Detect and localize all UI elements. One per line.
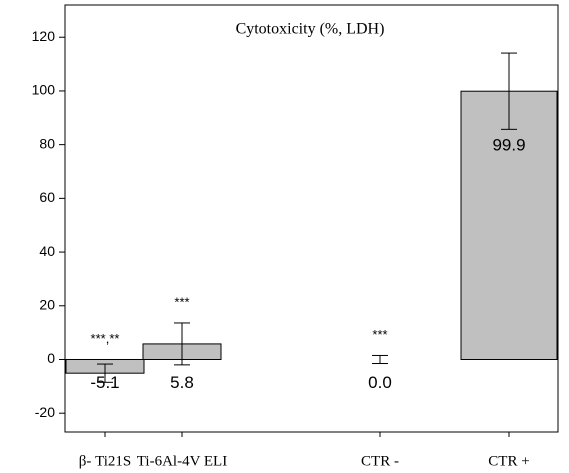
plot-frame: [64, 4, 559, 433]
y-tick-label: 100: [32, 82, 56, 98]
y-tick-label: -20: [35, 404, 55, 420]
x-tick-label: Ti-6Al-4V ELI: [137, 453, 227, 469]
y-tick-label: 60: [39, 189, 55, 205]
x-tick-label: β- Ti21S: [79, 453, 132, 469]
error-bar: [174, 322, 190, 366]
y-tick-label: 80: [39, 135, 55, 151]
annotation: ***: [372, 327, 387, 342]
annotation: ***,**: [91, 331, 120, 346]
error-bar: [97, 363, 113, 383]
y-tick-label: 0: [47, 350, 55, 366]
y-tick-label: 40: [39, 243, 55, 259]
bar: [460, 90, 558, 360]
value-label: -5.1: [90, 373, 119, 392]
annotation: ***: [174, 294, 189, 309]
error-bar: [372, 354, 388, 365]
chart-title: Cytotoxicity (%, LDH): [236, 21, 385, 38]
value-label: 5.8: [170, 373, 194, 392]
x-tick-label: CTR -: [361, 453, 399, 469]
y-tick-label: 20: [39, 296, 55, 312]
y-tick-label: 120: [32, 28, 56, 44]
error-bar: [501, 52, 517, 130]
value-label: 0.0: [368, 373, 392, 392]
value-label: 99.9: [492, 136, 525, 155]
x-tick-label: CTR +: [488, 453, 529, 469]
